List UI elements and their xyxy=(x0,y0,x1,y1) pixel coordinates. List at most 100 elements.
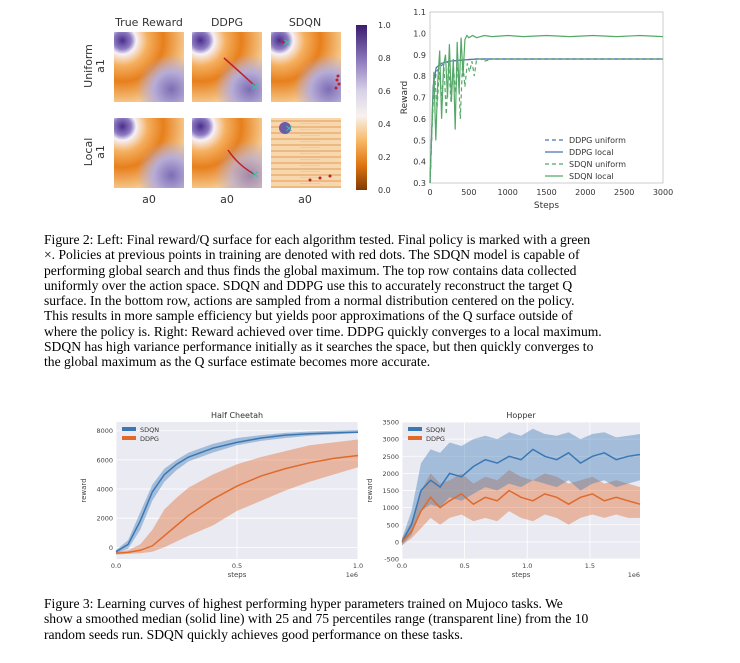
x-tick-label: 1.5 xyxy=(585,562,595,570)
legend-swatch xyxy=(122,436,136,440)
svg-text:✕: ✕ xyxy=(285,124,293,135)
y-tick-label: 0.4 xyxy=(413,158,426,167)
x-tick-label: 2000 xyxy=(575,188,595,197)
y-tick-label: 6000 xyxy=(96,456,113,464)
series-line xyxy=(429,34,664,184)
x-tick-label: 0.0 xyxy=(111,562,121,570)
reward-steps-chart: 0 500 1000 1500 2000 2500 3000 0.3 0.4 0.5 0.6 0.7 0… xyxy=(400,8,673,211)
x-tick-label: 3000 xyxy=(653,188,673,197)
x-scale-label: 1e6 xyxy=(346,571,358,579)
figure3-caption: Figure 3: Learning curves of highest per… xyxy=(44,596,714,642)
legend-label: SDQN local xyxy=(569,172,614,181)
x-tick-label: 1000 xyxy=(497,188,517,197)
cbar-tick: 0.6 xyxy=(378,87,391,96)
plot-area xyxy=(429,11,664,184)
cbar-tick: 0.2 xyxy=(378,153,391,162)
x-tick-label: 1.0 xyxy=(522,562,532,570)
heatmap-local-sdqn: ✕ xyxy=(271,118,341,188)
caption-line: the global maximum as the Q surface esti… xyxy=(44,354,431,370)
y-tick-label: 1.1 xyxy=(413,8,426,17)
x-tick-label: 1500 xyxy=(536,188,556,197)
y-tick-label: 0.7 xyxy=(413,94,426,103)
figure2-caption: Figure 2: Left: Final reward/Q surface f… xyxy=(44,232,714,370)
cbar-tick: 0.8 xyxy=(378,54,391,63)
x-axis-label: steps xyxy=(228,571,247,579)
legend-label: DDPG xyxy=(140,435,159,443)
caption-line: Figure 2: Left: Final reward/Q surface f… xyxy=(44,232,591,247)
xlabel-a0-2: a0 xyxy=(220,193,234,206)
svg-text:✕: ✕ xyxy=(283,38,291,49)
x-scale-label: 1e6 xyxy=(628,571,640,579)
xlabel-a0-1: a0 xyxy=(142,193,156,206)
y-tick-label: 1.0 xyxy=(413,29,426,38)
legend-label: DDPG local xyxy=(569,148,614,157)
x-tick-label: 0.5 xyxy=(459,562,469,570)
cbar-tick: 0.0 xyxy=(378,186,391,195)
y-tick-label: 8000 xyxy=(96,427,113,435)
figure2-heatmaps: True Reward DDPG SDQN Uniform a1 Local a… xyxy=(82,16,391,206)
y-tick-label: 3000 xyxy=(382,436,399,444)
x-tick-label: 2500 xyxy=(614,188,634,197)
legend-swatch xyxy=(408,436,422,440)
y-tick-label: 2500 xyxy=(382,453,399,461)
col-title-sdqn: SDQN xyxy=(289,16,321,29)
svg-text:✕: ✕ xyxy=(251,170,259,181)
colorbar-ticks: 1.0 0.8 0.6 0.4 0.2 0.0 xyxy=(378,21,391,195)
col-title-true-reward: True Reward xyxy=(114,16,183,29)
median-line xyxy=(115,431,359,553)
y-tick-label: 1500 xyxy=(382,487,399,495)
chart-title: Hopper xyxy=(506,411,536,420)
legend-label: DDPG xyxy=(426,435,445,443)
y-tick-label: 0 xyxy=(109,544,113,552)
caption-line: ×. Policies at previous points in traini… xyxy=(44,247,580,263)
legend-swatch xyxy=(122,427,136,431)
legend-label: DDPG uniform xyxy=(569,136,626,145)
percentile-band xyxy=(402,470,640,546)
x-tick-label: 0.0 xyxy=(397,562,407,570)
percentile-band xyxy=(116,430,358,554)
y-tick-label: -500 xyxy=(384,556,399,564)
x-tick-label: 500 xyxy=(461,188,476,197)
caption-line: Figure 3: Learning curves of highest per… xyxy=(44,596,563,611)
half-cheetah-chart: Half Cheetah020004000600080000.00.51.01.… xyxy=(80,411,363,579)
y-axis-label: reward xyxy=(366,478,374,502)
heatmap-local-ddpg: ✕ xyxy=(192,118,262,188)
chart-title: Half Cheetah xyxy=(211,411,263,420)
caption-line: where the policy is. Right: Reward achie… xyxy=(44,323,602,339)
y-tick-label: 0.3 xyxy=(413,179,426,188)
y-tick-label: 4000 xyxy=(96,486,113,494)
caption-line: performing global search and thus finds … xyxy=(44,262,577,278)
col-title-ddpg: DDPG xyxy=(211,16,243,29)
y-tick-label: 0.6 xyxy=(413,115,426,124)
x-axis-label: steps xyxy=(512,571,531,579)
x-tick-label: 0 xyxy=(427,188,432,197)
y-tick-label: 0.9 xyxy=(413,51,426,60)
svg-text:✕: ✕ xyxy=(251,82,259,93)
caption-line: show a smoothed median (solid line) with… xyxy=(44,611,589,627)
legend-swatch xyxy=(408,427,422,431)
legend-label: SDQN xyxy=(140,426,159,434)
caption-line: surface. In the bottom row, actions are … xyxy=(44,293,575,309)
svg-text:Uniform: Uniform xyxy=(82,44,95,88)
colorbar xyxy=(356,25,367,190)
row-label-uniform: Uniform a1 xyxy=(82,44,107,88)
percentile-band xyxy=(402,428,640,546)
heatmap-local-true-reward xyxy=(114,118,184,188)
svg-text:a1: a1 xyxy=(94,145,107,159)
y-tick-label: 0 xyxy=(395,538,399,546)
caption-line: random seeds run. SDQN quickly achieves … xyxy=(44,626,464,642)
median-line xyxy=(401,489,641,543)
x-tick-label: 1.0 xyxy=(353,562,363,570)
y-tick-label: 2000 xyxy=(96,515,113,523)
xlabel-a0-3: a0 xyxy=(298,193,312,206)
heatmap-uniform-sdqn: ✕ xyxy=(271,32,341,102)
y-tick-label: 0.5 xyxy=(413,136,426,145)
legend-label: SDQN xyxy=(426,426,445,434)
y-tick-label: 2000 xyxy=(382,470,399,478)
y-tick-label: 0.8 xyxy=(413,72,426,81)
cbar-tick: 1.0 xyxy=(378,21,391,30)
svg-text:a1: a1 xyxy=(94,59,107,73)
caption-line: uniformly over the action space. SDQN an… xyxy=(44,277,573,293)
y-tick-label: 500 xyxy=(387,521,399,529)
y-tick-label: 3500 xyxy=(382,419,399,427)
